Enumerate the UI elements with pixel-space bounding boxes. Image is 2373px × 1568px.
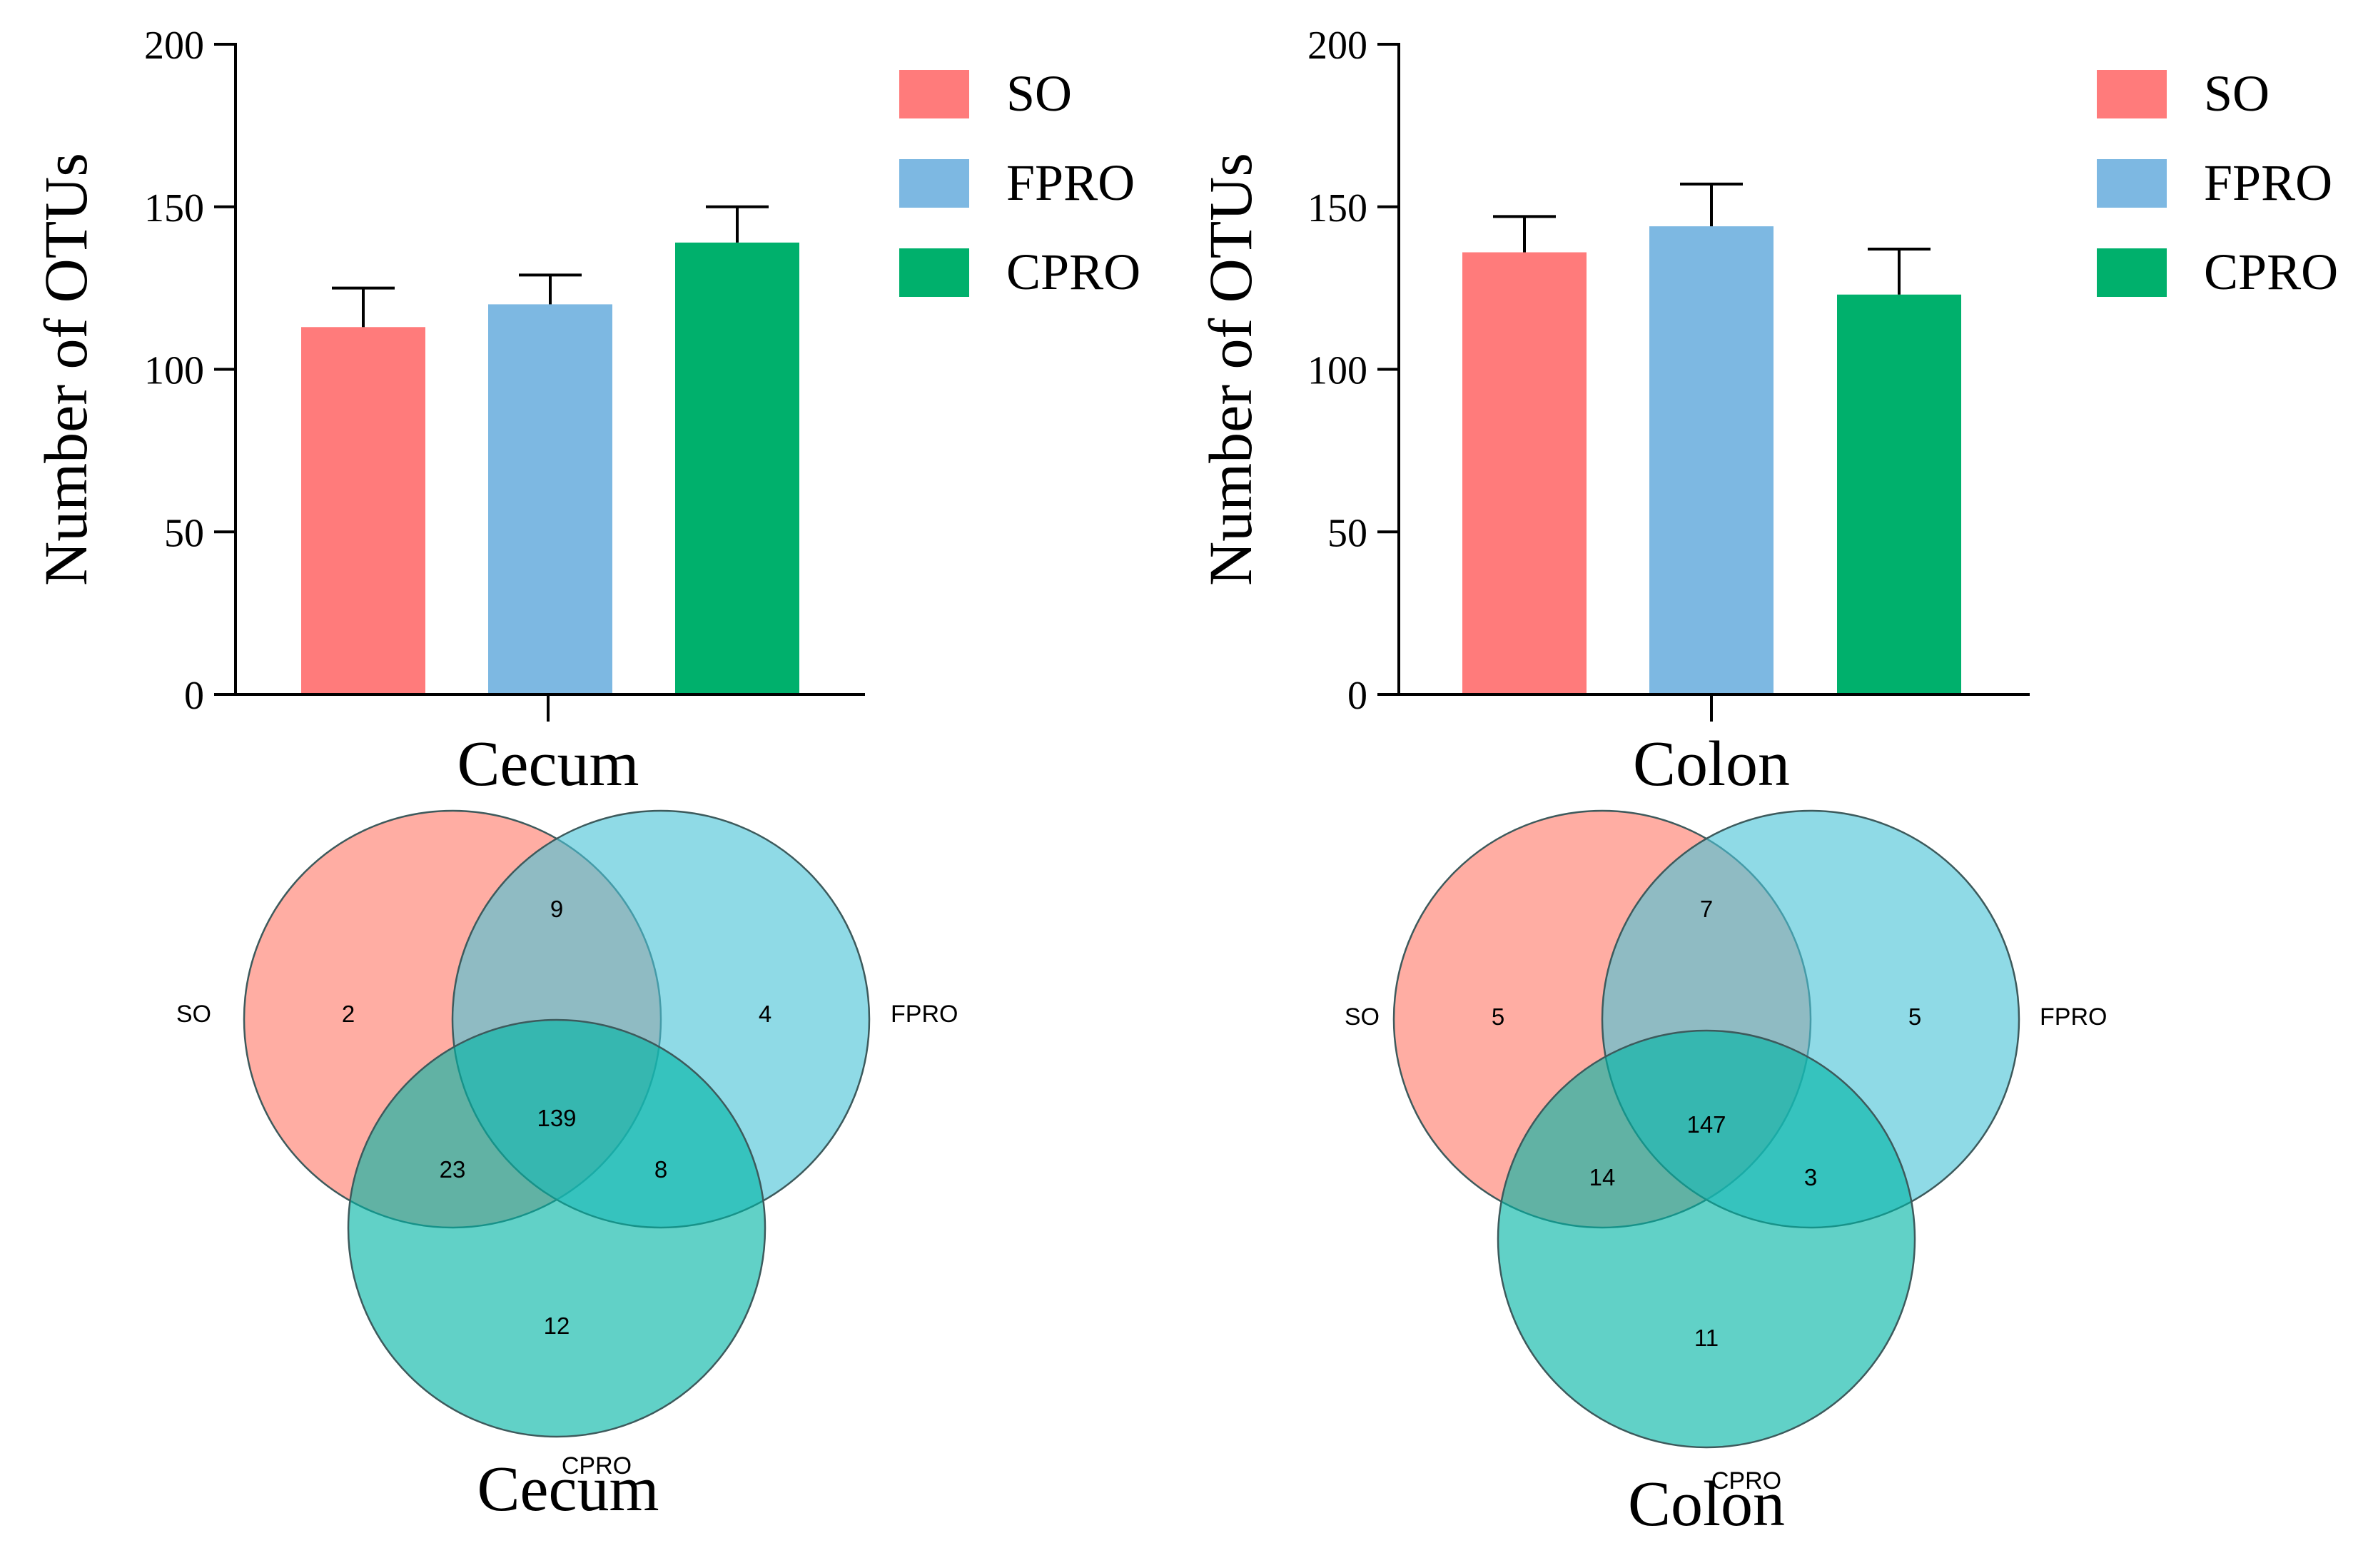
legend-swatch-cpro bbox=[2097, 248, 2167, 297]
venn-count-so-fpro: 9 bbox=[550, 896, 563, 922]
venn-count-so-fpro: 7 bbox=[1700, 896, 1713, 922]
legend-swatch-so bbox=[2097, 70, 2167, 118]
y-tick-label: 200 bbox=[1307, 24, 1367, 68]
legend-swatch-cpro bbox=[899, 248, 969, 297]
venn-count-all: 139 bbox=[537, 1105, 576, 1131]
y-tick-label: 0 bbox=[1347, 674, 1367, 718]
venn-count-cpro-only: 11 bbox=[1694, 1325, 1719, 1351]
bar-cpro bbox=[675, 242, 799, 695]
venn-circle-cpro bbox=[347, 1018, 766, 1438]
bar-fpro bbox=[1649, 226, 1774, 695]
y-tick-label: 0 bbox=[184, 674, 204, 718]
venn-count-fpro-only: 5 bbox=[1908, 1003, 1921, 1030]
venn-set-label-cpro: CPRO bbox=[562, 1452, 632, 1480]
venn-set-label-so: SO bbox=[1345, 1003, 1380, 1031]
y-tick-label: 150 bbox=[144, 186, 204, 231]
venn-set-label-fpro: FPRO bbox=[891, 1001, 958, 1028]
venn-count-so-only: 2 bbox=[342, 1001, 355, 1027]
venn-count-fpro-cpro: 3 bbox=[1804, 1164, 1817, 1190]
venn-count-cpro-only: 12 bbox=[544, 1312, 570, 1339]
legend-swatch-fpro bbox=[899, 159, 969, 208]
venn-count-all: 147 bbox=[1686, 1111, 1726, 1138]
y-tick-label: 200 bbox=[144, 24, 204, 68]
y-tick-label: 100 bbox=[144, 349, 204, 393]
venn-count-so-cpro: 14 bbox=[1589, 1164, 1616, 1190]
venn-circle-cpro bbox=[1497, 1029, 1916, 1449]
venn-title: Colon bbox=[1628, 1469, 1785, 1539]
x-axis-label: Cecum bbox=[457, 729, 639, 799]
venn-title: Cecum bbox=[477, 1454, 659, 1524]
y-tick-label: 150 bbox=[1307, 186, 1367, 231]
legend-label-cpro: CPRO bbox=[1006, 243, 1140, 300]
legend-label-cpro: CPRO bbox=[2204, 243, 2338, 300]
y-tick-label: 100 bbox=[1307, 349, 1367, 393]
y-axis-label: Number of OTUs bbox=[1196, 153, 1265, 586]
legend-label-fpro: FPRO bbox=[1006, 154, 1135, 211]
venn-set-label-fpro: FPRO bbox=[2040, 1003, 2107, 1031]
bar-chart-colon: 0 50 100 150 200 Number of OTUs Colon SO FPRO CPR… bbox=[1196, 24, 2338, 799]
bar-cpro bbox=[1837, 294, 1961, 694]
venn-count-so-only: 5 bbox=[1492, 1003, 1504, 1030]
bar-chart-cecum: 0 50 100 150 200 Number of OTUs Cecum SO FPRO CPR… bbox=[31, 24, 1140, 799]
legend-label-so: SO bbox=[1006, 65, 1072, 122]
bar-fpro bbox=[488, 304, 612, 694]
y-tick-label: 50 bbox=[164, 511, 204, 555]
y-tick-label: 50 bbox=[1327, 511, 1367, 555]
legend-swatch-fpro bbox=[2097, 159, 2167, 208]
venn-set-label-so: SO bbox=[176, 1001, 211, 1028]
bar-so bbox=[1462, 252, 1587, 694]
venn-set-label-cpro: CPRO bbox=[1711, 1467, 1781, 1494]
bar-so bbox=[301, 327, 425, 694]
x-axis-label: Colon bbox=[1633, 729, 1790, 799]
venn-count-fpro-only: 4 bbox=[759, 1001, 771, 1027]
venn-count-fpro-cpro: 8 bbox=[654, 1156, 667, 1183]
y-axis-label: Number of OTUs bbox=[31, 153, 100, 586]
venn-count-so-cpro: 23 bbox=[440, 1156, 466, 1183]
legend-swatch-so bbox=[899, 70, 969, 118]
legend-label-fpro: FPRO bbox=[2204, 154, 2332, 211]
legend-label-so: SO bbox=[2204, 65, 2270, 122]
